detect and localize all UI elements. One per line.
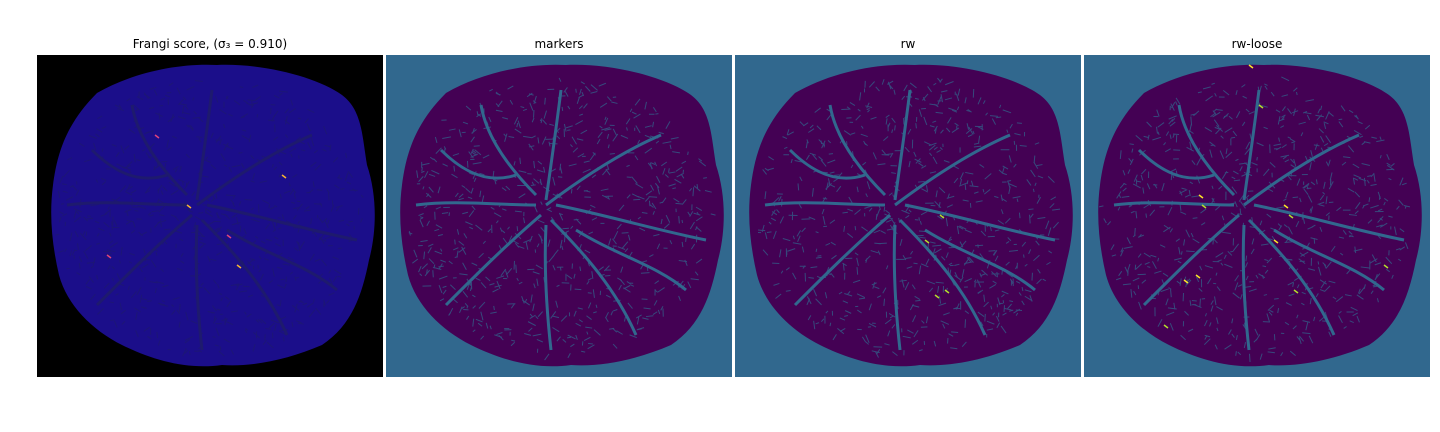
highlight-mark — [1198, 194, 1204, 199]
highlight-mark — [934, 294, 940, 299]
image-panel-rw — [735, 55, 1081, 377]
highlight-mark — [939, 214, 945, 219]
image-panel-rw-loose — [1084, 55, 1430, 377]
panel-title-rw: rw — [900, 37, 916, 51]
highlight-mark — [1258, 104, 1264, 109]
highlight-mark — [1283, 204, 1289, 209]
retina-blob — [1098, 64, 1422, 367]
frangi-image — [37, 55, 383, 377]
highlight-mark — [236, 264, 242, 269]
retina-blob — [749, 64, 1073, 367]
highlight-marks — [1163, 64, 1389, 329]
highlight-marks — [924, 214, 950, 299]
retina-blob — [51, 64, 375, 367]
highlight-mark — [281, 174, 287, 179]
highlight-mark — [924, 239, 930, 244]
texture — [55, 80, 364, 357]
highlight-mark — [1201, 204, 1207, 209]
highlight-mark — [1293, 289, 1299, 294]
highlight-mark — [154, 134, 160, 139]
highlight-mark — [186, 204, 192, 209]
texture — [408, 77, 716, 361]
highlight-mark — [1163, 324, 1169, 329]
panel-title-markers: markers — [534, 37, 584, 51]
vessel-network — [66, 89, 358, 351]
vessel-network — [1113, 89, 1405, 351]
highlight-mark — [106, 254, 112, 259]
rw-loose-image — [1084, 55, 1430, 377]
image-panel-markers — [386, 55, 732, 377]
highlight-mark — [1183, 279, 1189, 284]
panel-title-frangi: Frangi score, (σ₃ = 0.910) — [132, 37, 288, 51]
rw-image — [735, 55, 1081, 377]
highlight-mark — [226, 234, 232, 239]
highlight-mark — [944, 289, 950, 294]
markers-image — [386, 55, 732, 377]
vessel-network — [764, 89, 1056, 351]
highlight-marks — [106, 134, 287, 269]
highlight-mark — [1383, 264, 1389, 269]
highlight-mark — [1195, 274, 1201, 279]
vessel-network — [415, 89, 707, 351]
highlight-mark — [1273, 239, 1279, 244]
highlight-mark — [1248, 64, 1254, 69]
retina-blob — [400, 64, 724, 367]
highlight-mark — [1288, 214, 1294, 219]
panel-title-rw-loose: rw-loose — [1231, 37, 1283, 51]
image-panel-frangi — [37, 55, 383, 377]
